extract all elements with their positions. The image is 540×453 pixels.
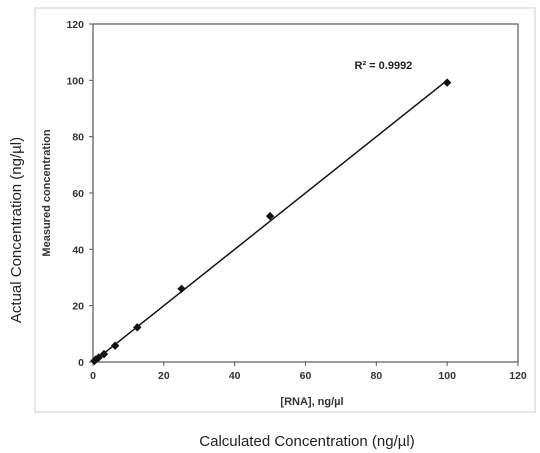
x-tick-label: 20 <box>158 370 170 382</box>
y-tick-label: 40 <box>72 244 84 256</box>
y-tick-label: 80 <box>72 132 84 144</box>
x-tick-label: 100 <box>438 370 456 382</box>
y-tick-label: 20 <box>72 301 84 313</box>
outer-y-axis-label: Actual Concentration (ng/µl) <box>8 137 25 323</box>
r-squared-annotation: R² = 0.9992 <box>355 60 413 72</box>
x-tick-label: 40 <box>229 370 241 382</box>
y-tick-label: 120 <box>66 19 84 31</box>
x-axis-title: [RNA], ng/µl <box>280 396 343 408</box>
y-tick-label: 0 <box>78 357 84 369</box>
x-tick-label: 120 <box>509 370 527 382</box>
x-tick-label: 60 <box>300 370 312 382</box>
x-tick-label: 0 <box>90 370 96 382</box>
y-tick-label: 60 <box>72 188 84 200</box>
y-tick-label: 100 <box>66 75 84 87</box>
y-axis-title: Measured concentration <box>41 129 53 256</box>
x-tick-label: 80 <box>370 370 382 382</box>
outer-x-axis-label: Calculated Concentration (ng/µl) <box>199 433 414 450</box>
